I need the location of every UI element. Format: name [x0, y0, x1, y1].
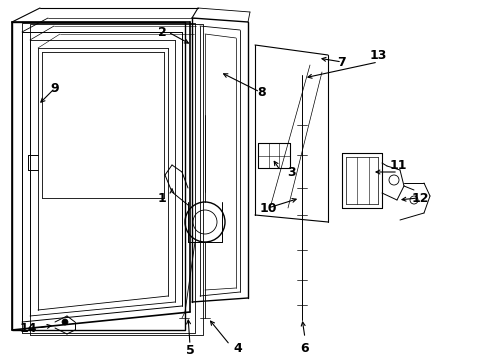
Circle shape — [62, 319, 68, 325]
Text: 6: 6 — [301, 342, 309, 355]
Text: 14: 14 — [19, 321, 37, 334]
Text: 7: 7 — [338, 55, 346, 68]
Text: 12: 12 — [411, 192, 429, 204]
Text: 9: 9 — [50, 81, 59, 94]
Text: 5: 5 — [186, 343, 195, 356]
Text: 13: 13 — [369, 49, 387, 62]
Text: 8: 8 — [258, 85, 266, 99]
Text: 4: 4 — [234, 342, 243, 355]
Text: 3: 3 — [288, 166, 296, 179]
Text: 10: 10 — [259, 202, 277, 215]
Text: 1: 1 — [158, 192, 167, 204]
Text: 11: 11 — [389, 158, 407, 171]
Text: 2: 2 — [158, 26, 167, 39]
